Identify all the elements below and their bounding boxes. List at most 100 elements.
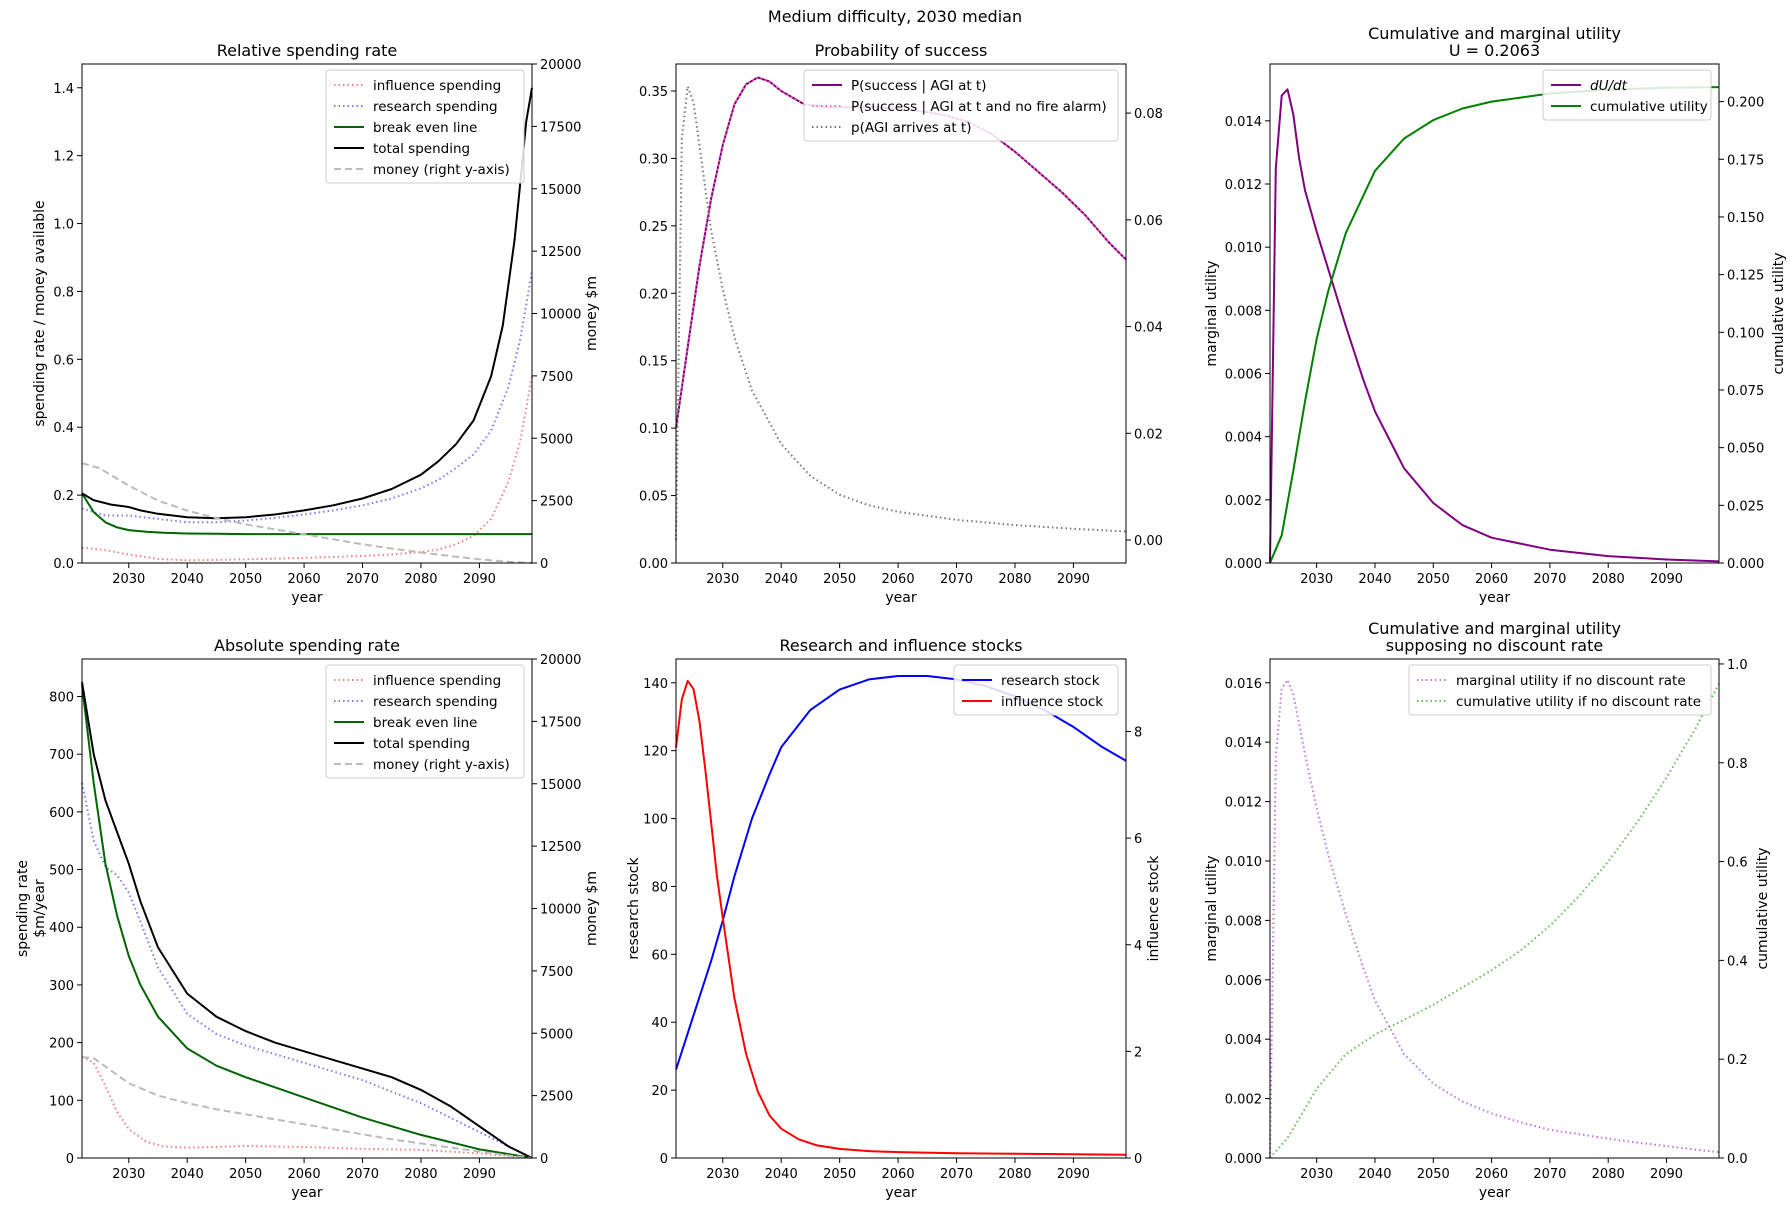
legend: P(success | AGI at t) P(success | AGI at … xyxy=(803,69,1119,142)
y-tick-label: 0.010 xyxy=(1225,241,1262,256)
y-axis-label: marginal utility xyxy=(1204,260,1220,366)
y-tick-label: 0.008 xyxy=(1225,304,1262,319)
x-tick-label: 2060 xyxy=(1475,572,1508,587)
y2-tick-label: 10000 xyxy=(540,903,581,918)
y2-tick-label: 6 xyxy=(1134,832,1142,847)
x-tick-label: 2060 xyxy=(288,1167,321,1182)
y-tick-label: 60 xyxy=(651,948,668,963)
y-tick-label: 0.8 xyxy=(53,285,74,300)
y-tick-label: 1.0 xyxy=(53,218,74,233)
y-axis-label: spending rate xyxy=(15,860,31,957)
y2-tick-label: 0.04 xyxy=(1134,321,1163,336)
plot-frame xyxy=(1269,658,1720,1159)
y2-tick-label: 17500 xyxy=(540,120,581,135)
y-tick-label: 20 xyxy=(651,1084,668,1099)
y-tick-label: 0.006 xyxy=(1225,368,1262,383)
y2-tick-label: 0.050 xyxy=(1727,442,1764,457)
y-tick-label: 500 xyxy=(49,864,74,879)
y2-tick-label: 2500 xyxy=(540,1090,573,1105)
y-tick-label: 40 xyxy=(651,1016,668,1031)
y2-tick-label: 5000 xyxy=(540,432,573,447)
figure-suptitle: Medium difficulty, 2030 median xyxy=(768,7,1022,26)
y2-tick-label: 12500 xyxy=(540,840,581,855)
y-tick-label: 0.25 xyxy=(639,220,668,235)
series-line-cumulative-utility-if-no-discount-rate xyxy=(1269,683,1720,1159)
series-line-influence-spending xyxy=(81,376,533,562)
y2-tick-label: 0.100 xyxy=(1727,326,1764,341)
chart-util_nd: Cumulative and marginal utilitysupposing… xyxy=(1204,619,1771,1201)
y2-tick-label: 0.00 xyxy=(1134,534,1163,549)
y-tick-label: 0.00 xyxy=(639,557,668,572)
x-tick-label: 2080 xyxy=(404,572,437,587)
y-tick-label: 0.014 xyxy=(1225,736,1262,751)
chart-title: Absolute spending rate xyxy=(214,636,400,655)
legend-entry: P(success | AGI at t) xyxy=(851,78,987,94)
x-tick-label: 2030 xyxy=(1300,1167,1333,1182)
legend-entry: break even line xyxy=(373,120,477,136)
y2-tick-label: 10000 xyxy=(540,308,581,323)
y2-tick-label: 7500 xyxy=(540,370,573,385)
x-tick-label: 2040 xyxy=(765,572,798,587)
y-tick-label: 0.014 xyxy=(1225,115,1262,130)
y-tick-label: 0.012 xyxy=(1225,178,1262,193)
series-line-break-even-line xyxy=(81,492,532,536)
legend: influence spending research spending break… xyxy=(325,69,525,184)
legend-entry: influence spending xyxy=(373,78,501,94)
y-tick-label: 100 xyxy=(49,1094,74,1109)
y2-tick-label: 20000 xyxy=(540,58,581,73)
x-tick-label: 2090 xyxy=(463,1167,496,1182)
y-tick-label: 0.0 xyxy=(53,557,74,572)
y-tick-label: 200 xyxy=(49,1037,74,1052)
chart-subtitle: U = 0.2063 xyxy=(1449,41,1540,60)
chart-title: Relative spending rate xyxy=(217,41,398,60)
series-line-influence-spending xyxy=(81,1056,533,1159)
legend: dU/dt cumulative utility xyxy=(1542,69,1712,121)
series-line-research-spending xyxy=(81,270,533,524)
y2-tick-label: 2 xyxy=(1134,1045,1142,1060)
legend: research stock influence stock xyxy=(953,664,1119,716)
series-line-money-right-y-axis- xyxy=(81,462,533,564)
series-line-research-spending xyxy=(81,782,533,1159)
legend-entry: research spending xyxy=(373,99,498,115)
x-axis-label: year xyxy=(885,1185,916,1201)
chart-prob: Probability of success 2030 2040 2050 2060 20… xyxy=(639,41,1163,606)
x-tick-label: 2050 xyxy=(823,572,856,587)
y2-axis-label: cumulative utility xyxy=(1755,847,1771,969)
y-tick-label: 0.30 xyxy=(639,152,668,167)
x-tick-label: 2030 xyxy=(706,1167,739,1182)
y-tick-label: 800 xyxy=(49,690,74,705)
series-line-du-dt xyxy=(1269,88,1720,564)
series-line-money-right-y-axis- xyxy=(81,1056,533,1159)
x-tick-label: 2080 xyxy=(1592,1167,1625,1182)
plot-frame xyxy=(675,658,1127,1159)
y-tick-label: 140 xyxy=(643,677,668,692)
legend-box xyxy=(953,664,1119,716)
y-tick-label: 0.05 xyxy=(639,490,668,505)
x-tick-label: 2040 xyxy=(1358,572,1391,587)
y-tick-label: 80 xyxy=(651,880,668,895)
series-line-cumulative-utility xyxy=(1269,86,1720,564)
legend-entry: influence spending xyxy=(373,673,501,689)
x-tick-label: 2080 xyxy=(404,1167,437,1182)
x-tick-label: 2080 xyxy=(998,572,1031,587)
x-tick-label: 2030 xyxy=(1300,572,1333,587)
series-line-p-agi-arrives-at-t- xyxy=(675,85,1127,541)
legend: influence spending research spending break… xyxy=(325,664,525,779)
x-tick-label: 2060 xyxy=(1475,1167,1508,1182)
legend-entry: cumulative utility xyxy=(1590,99,1708,115)
chart-title: Cumulative and marginal utility xyxy=(1368,24,1621,43)
y-tick-label: 1.2 xyxy=(53,150,74,165)
y2-tick-label: 0.8 xyxy=(1727,757,1748,772)
x-axis-label: year xyxy=(885,590,916,606)
x-tick-label: 2070 xyxy=(940,1167,973,1182)
y-axis-label: $m/year xyxy=(32,879,48,938)
chart-abs: Absolute spending rate 2030 2040 2050 2060 20… xyxy=(15,636,600,1201)
y2-tick-label: 0 xyxy=(540,557,548,572)
x-tick-label: 2070 xyxy=(940,572,973,587)
y2-tick-label: 12500 xyxy=(540,245,581,260)
y2-tick-label: 0.02 xyxy=(1134,427,1163,442)
y-tick-label: 0.002 xyxy=(1225,494,1262,509)
x-tick-label: 2090 xyxy=(463,572,496,587)
